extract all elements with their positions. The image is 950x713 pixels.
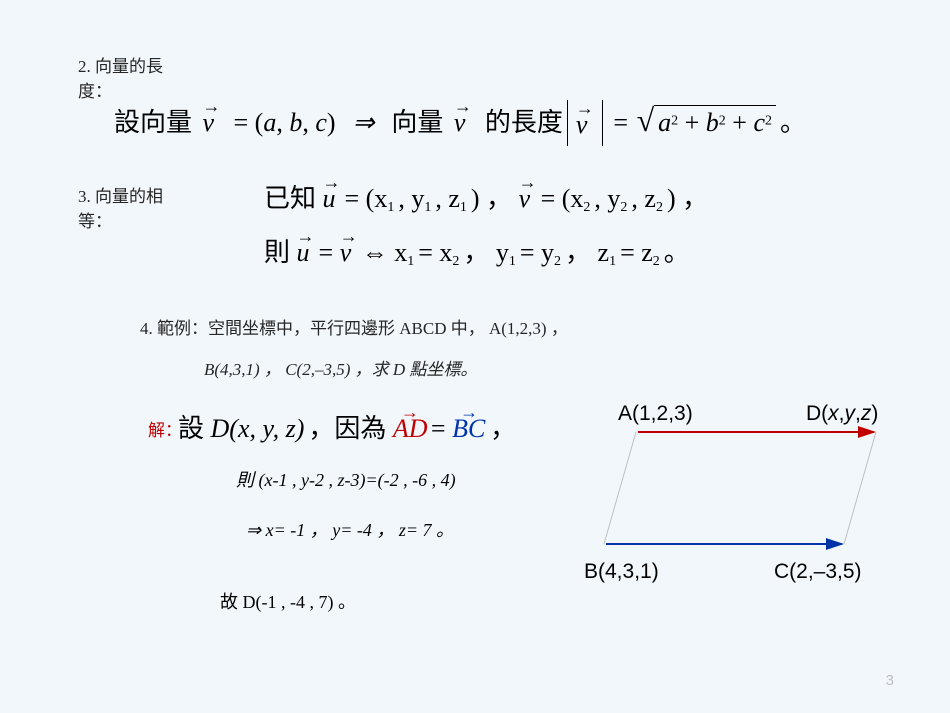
sec2-formula: 設向量 v = (a, b, c) ⇒ 向量 v 的長度 v = √a2 + b… xyxy=(114,94,806,140)
sol-line3: ⇒ x= -1 ， y= -4 ， z= 7 。 xyxy=(176,516,476,542)
edge-AB xyxy=(604,432,636,544)
sec3-line1: 已知 u = (x1 , y1 , z1 ) ， v = (x2 , y2 , … xyxy=(264,178,708,216)
sol-label: 解： xyxy=(148,416,164,441)
page-number: 3 xyxy=(886,672,894,689)
sec4-h2: B(4,3,1) ， C(2,–3,5) ，求 D 點坐標。 xyxy=(204,355,477,380)
b: b xyxy=(706,108,719,137)
edge-DC xyxy=(844,432,876,544)
sol-line2: 則 (x-1 , y-2 , z-3)=(-2 , -6 , 4) xyxy=(176,466,496,492)
a: a xyxy=(658,108,671,137)
sol-line4: 故 D(-1 , -4 , 7) 。 xyxy=(166,588,366,614)
sec4-h1: 4. 範例：空間坐標中，平行四邊形 ABCD 中， A(1,2,3) ， xyxy=(140,314,570,339)
parallelogram-diagram xyxy=(580,400,900,580)
sol-line1: 設 D(x, y, z) ，因為 AD = BC ， xyxy=(178,408,516,445)
c: c xyxy=(753,108,765,137)
sec3-heading: 3. 向量的相等： xyxy=(78,182,168,232)
sec3-line2: 則 u = v ⇔ x1 = x2 ， y1 = y2 ， z1 = z2 。 xyxy=(264,232,690,270)
s2-tail: 。 xyxy=(780,108,806,137)
